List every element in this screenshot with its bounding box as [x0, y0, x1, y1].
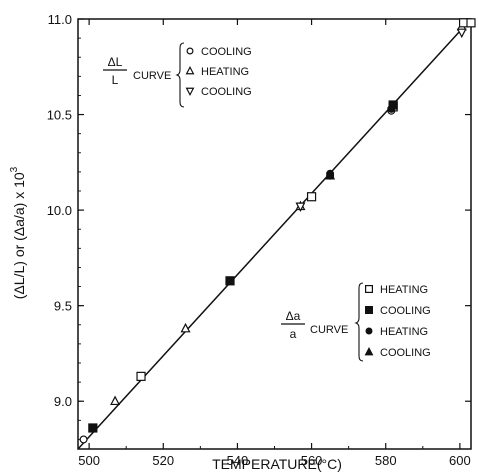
- x-tick-label: 560: [301, 453, 323, 468]
- data-point-square-open: [466, 18, 476, 28]
- legend-marker-square-open: [365, 285, 374, 294]
- legend-entry-label: COOLING: [380, 305, 431, 317]
- legend-dl-entries: COOLING HEATING COOLING: [185, 46, 252, 98]
- x-tick-label: 540: [227, 453, 249, 468]
- legend-entry-label: HEATING: [380, 326, 428, 338]
- y-tick-label: 11.0: [48, 12, 72, 27]
- data-point-square-open: [306, 192, 317, 202]
- legend-da-word: CURVE: [310, 324, 348, 336]
- y-axis-title-main: (ΔL/L) or (Δa/a) x 10: [11, 172, 27, 299]
- legend-marker-triangle-up-open: [185, 65, 195, 75]
- legend-entry-label: COOLING: [201, 86, 252, 98]
- legend-entry-label: HEATING: [201, 66, 249, 78]
- legend-da-brace: [354, 282, 364, 362]
- data-point-triangle-up-filled: [325, 170, 336, 180]
- legend-entry-label: COOLING: [201, 46, 252, 58]
- legend-marker-triangle-down-open: [185, 87, 195, 97]
- legend-entry-label: COOLING: [380, 347, 431, 359]
- y-tick-label: 10.5: [47, 108, 72, 123]
- legend-dl-den: L: [112, 73, 119, 87]
- fit-line-path: [77, 18, 472, 450]
- data-point-square-filled: [88, 423, 98, 433]
- data-point-triangle-up-open: [180, 322, 191, 333]
- legend-da-den: a: [290, 327, 297, 341]
- y-tick-label: 9.0: [54, 394, 72, 409]
- data-point-triangle-down-open: [456, 28, 467, 39]
- legend-dl-brace: [175, 42, 185, 108]
- data-point-square-open: [458, 18, 469, 28]
- y-axis-title: (ΔL/L) or (Δa/a) x 103: [9, 166, 27, 299]
- x-tick-label: 580: [375, 453, 397, 468]
- y-axis-title-exponent: 3: [9, 166, 20, 172]
- legend-da-curve: Δa a CURVE HEATING COOLING HEATING COOLING: [281, 282, 431, 362]
- x-tick-label: 500: [78, 453, 100, 468]
- legend-da-num: Δa: [286, 309, 301, 323]
- y-axis: 9.0 9.5 10.0 10.5 11.0: [47, 12, 471, 440]
- y-tick-label: 9.5: [54, 299, 72, 314]
- legend-marker-circle-filled: [365, 327, 373, 335]
- legend-entry-label: HEATING: [380, 284, 428, 296]
- legend-dl-num: ΔL: [108, 55, 123, 69]
- data-point-triangle-up-open: [110, 395, 121, 406]
- data-point-square-filled: [225, 276, 235, 286]
- y-tick-label: 10.0: [47, 203, 72, 218]
- y-axis-title-group: (ΔL/L) or (Δa/a) x 103: [9, 166, 27, 299]
- data-point-circle-open: [79, 435, 88, 444]
- data-point-circle-filled: [387, 104, 396, 113]
- legend-marker-triangle-up-filled: [364, 346, 374, 356]
- fit-line: [77, 18, 472, 450]
- legend-da-entries: HEATING COOLING HEATING COOLING: [364, 284, 431, 359]
- legend-dl-word: CURVE: [133, 70, 171, 82]
- legend-marker-circle-open: [186, 47, 194, 55]
- legend-dl-curve: ΔL L CURVE COOLING HEATING COOLING: [103, 42, 252, 108]
- data-point-triangle-down-open: [295, 202, 306, 212]
- legend-marker-square-filled: [365, 306, 374, 315]
- x-tick-label: 600: [449, 453, 471, 468]
- data-point-square-open: [136, 371, 146, 381]
- x-axis-title: TEMPERATURE(°C): [212, 456, 342, 472]
- x-axis: 500 520 540 560 580 600: [78, 19, 471, 468]
- x-tick-label: 520: [152, 453, 174, 468]
- data-points: [79, 18, 476, 444]
